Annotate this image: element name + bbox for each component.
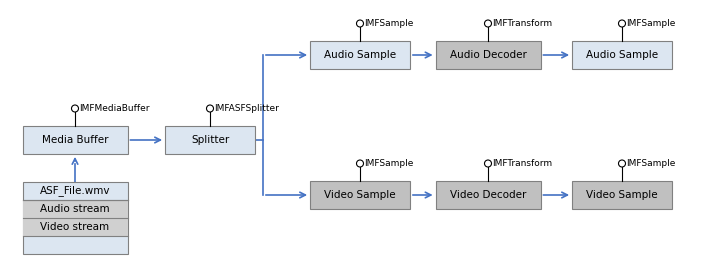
Circle shape <box>485 20 492 27</box>
Circle shape <box>618 160 626 167</box>
Text: Splitter: Splitter <box>191 135 229 145</box>
Text: IMFTransform: IMFTransform <box>493 19 553 28</box>
Bar <box>22 182 127 254</box>
Text: IMFSample: IMFSample <box>626 19 676 28</box>
Circle shape <box>485 160 492 167</box>
Bar <box>436 181 541 209</box>
Bar <box>572 181 672 209</box>
Bar <box>22 126 127 154</box>
Text: Video Decoder: Video Decoder <box>450 190 526 200</box>
Circle shape <box>618 20 626 27</box>
Bar <box>310 41 410 69</box>
Text: IMFSample: IMFSample <box>365 159 414 168</box>
Text: IMFMediaBuffer: IMFMediaBuffer <box>80 104 150 113</box>
Bar <box>22 218 127 236</box>
Text: Audio Sample: Audio Sample <box>586 50 658 60</box>
Text: Audio Sample: Audio Sample <box>324 50 396 60</box>
Text: Audio Decoder: Audio Decoder <box>449 50 526 60</box>
Text: IMFTransform: IMFTransform <box>493 159 553 168</box>
Text: Audio stream: Audio stream <box>40 204 110 214</box>
Text: IMFASFSplitter: IMFASFSplitter <box>214 104 280 113</box>
Text: IMFSample: IMFSample <box>365 19 414 28</box>
Text: IMFSample: IMFSample <box>626 159 676 168</box>
Circle shape <box>71 105 78 112</box>
Circle shape <box>357 160 364 167</box>
Bar <box>572 41 672 69</box>
Text: Video Sample: Video Sample <box>324 190 396 200</box>
Bar <box>165 126 255 154</box>
Text: ASF_File.wmv: ASF_File.wmv <box>40 186 110 197</box>
Text: Media Buffer: Media Buffer <box>42 135 109 145</box>
Circle shape <box>357 20 364 27</box>
Bar <box>22 200 127 218</box>
Circle shape <box>206 105 214 112</box>
Bar <box>436 41 541 69</box>
Text: Video Sample: Video Sample <box>586 190 658 200</box>
Text: Video stream: Video stream <box>40 222 109 232</box>
Bar <box>310 181 410 209</box>
